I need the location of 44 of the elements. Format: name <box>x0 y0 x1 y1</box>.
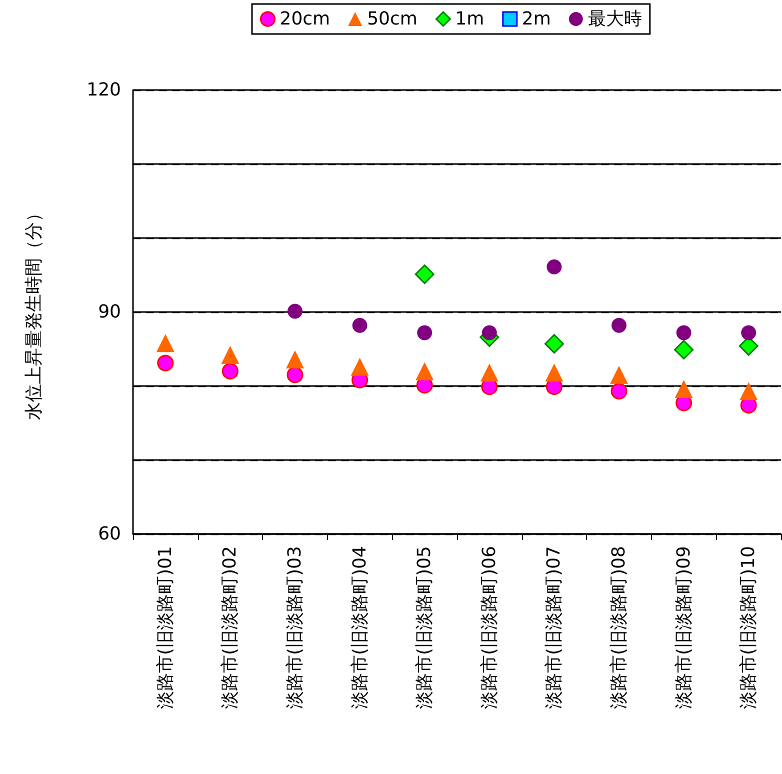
x-tick-label: 淡路市(旧淡路町)01 <box>154 546 176 709</box>
point <box>156 334 174 352</box>
legend-label: 2m <box>522 8 551 30</box>
x-tick-label: 淡路市(旧淡路町)05 <box>414 546 436 709</box>
point <box>482 325 497 340</box>
point <box>221 346 240 364</box>
point <box>286 350 304 368</box>
legend-label: 20cm <box>280 8 330 30</box>
point <box>610 366 628 384</box>
legend-label: 50cm <box>367 8 418 30</box>
point <box>546 259 562 274</box>
point <box>544 334 564 354</box>
legend-label: 最大時 <box>588 8 642 30</box>
y-tick-label: 60 <box>98 524 121 544</box>
x-tick-label: 淡路市(旧淡路町)07 <box>544 546 565 709</box>
x-tick-label: 淡路市(旧淡路町)08 <box>608 546 630 709</box>
point <box>674 340 694 360</box>
x-tick-label: 淡路市(旧淡路町)04 <box>349 546 370 709</box>
point <box>288 304 302 319</box>
x-tick-label: 淡路市(旧淡路町)10 <box>738 546 760 709</box>
point <box>414 264 434 284</box>
point <box>350 358 369 376</box>
legend-label: 1m <box>455 8 484 30</box>
y-tick-label: 90 <box>98 302 121 322</box>
point <box>612 318 626 333</box>
point <box>740 382 758 400</box>
x-tick-label: 淡路市(旧淡路町)02 <box>220 546 241 709</box>
y-axis-title: 水位上昇量発生時間（分） <box>24 204 44 420</box>
point <box>157 354 174 372</box>
x-tick-label: 淡路市(旧淡路町)09 <box>673 546 694 709</box>
point <box>417 325 432 340</box>
point <box>286 366 304 384</box>
x-tick-label: 淡路市(旧淡路町)03 <box>284 546 306 709</box>
x-tick-label: 淡路市(旧淡路町)06 <box>478 546 500 709</box>
y-tick-label: 120 <box>86 80 121 100</box>
point <box>352 318 368 333</box>
point <box>416 362 434 380</box>
point <box>610 382 628 400</box>
point <box>741 325 756 340</box>
point <box>222 362 238 380</box>
point <box>674 380 693 398</box>
point <box>545 364 564 382</box>
point <box>676 325 692 340</box>
point <box>480 364 498 382</box>
